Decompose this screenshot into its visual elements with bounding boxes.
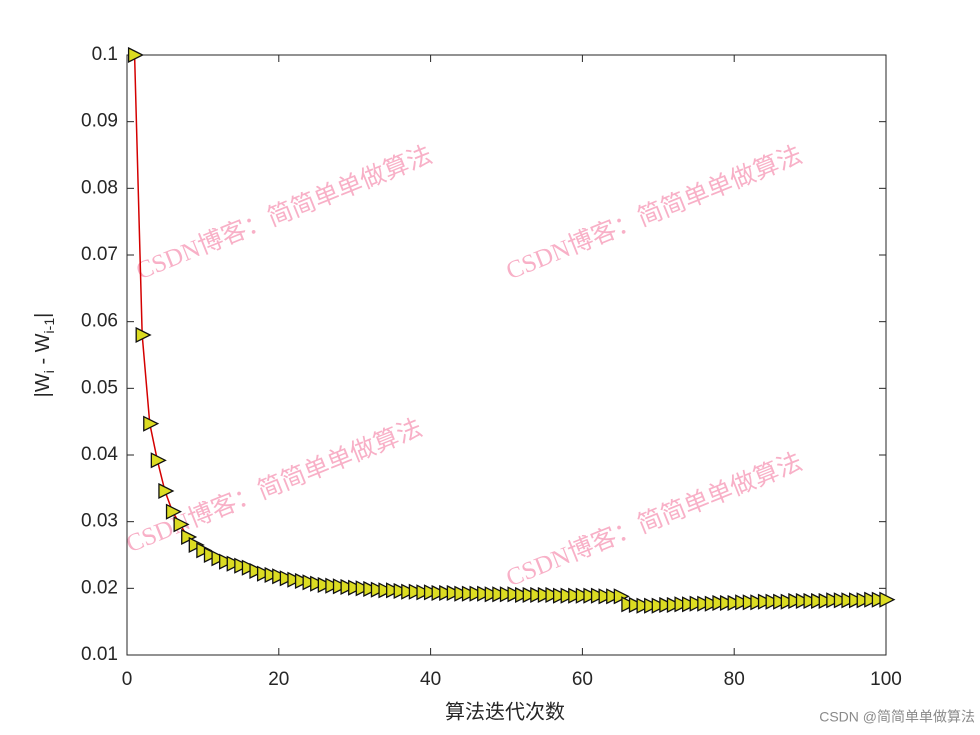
marker: [127, 46, 145, 64]
y-tick-label: 0.02: [81, 577, 118, 598]
y-label-part: |: [32, 313, 54, 318]
marker: [879, 591, 896, 608]
marker: [143, 415, 160, 432]
y-tick-label: 0.1: [92, 44, 118, 65]
x-tick-label: 0: [122, 669, 133, 690]
marker: [158, 482, 175, 500]
y-label-sub: i-1: [41, 318, 57, 334]
y-label-part: |W: [32, 373, 54, 397]
marker: [135, 326, 152, 344]
x-tick-label: 80: [724, 669, 745, 690]
y-tick-label: 0.01: [81, 644, 118, 665]
x-tick-label: 20: [268, 669, 289, 690]
y-tick-label: 0.06: [81, 311, 118, 332]
y-tick-label: 0.07: [81, 244, 118, 265]
y-tick-label: 0.04: [81, 444, 118, 465]
x-axis-label: 算法迭代次数: [445, 700, 565, 724]
x-tick-label: 40: [420, 669, 441, 690]
y-tick-label: 0.09: [81, 111, 118, 132]
y-label-part: - W: [32, 333, 54, 370]
marker: [165, 503, 182, 520]
y-label-sub: i: [41, 370, 57, 373]
x-tick-label: 60: [572, 669, 593, 690]
marker: [150, 452, 167, 469]
marker: [173, 516, 190, 533]
y-axis-label: |Wi - Wi-1|: [32, 313, 56, 398]
y-tick-label: 0.08: [81, 177, 118, 198]
y-tick-label: 0.03: [81, 511, 118, 532]
plot-area: [126, 54, 887, 656]
footer: CSDN @简简单单做算法: [819, 709, 975, 725]
x-tick-label: 100: [870, 669, 902, 690]
y-tick-label: 0.05: [81, 377, 118, 398]
